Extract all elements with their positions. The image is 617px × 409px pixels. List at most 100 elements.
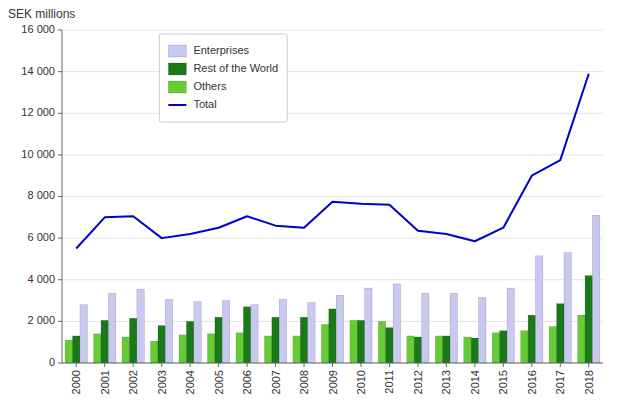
- bar: [464, 337, 471, 363]
- x-tick-label: 2007: [270, 370, 282, 394]
- x-tick-label: 2012: [412, 370, 424, 394]
- bar: [592, 215, 599, 363]
- y-tick: [58, 321, 62, 322]
- bar: [293, 336, 300, 363]
- bar: [101, 320, 108, 363]
- y-tick-label: 0: [49, 356, 55, 368]
- bar: [350, 320, 357, 363]
- bar: [443, 336, 450, 363]
- x-tick: [161, 363, 162, 367]
- bar: [165, 300, 172, 363]
- y-axis-label: SEK millions: [8, 7, 75, 21]
- bar: [300, 317, 307, 363]
- bar: [507, 288, 514, 363]
- grid-line: [62, 30, 603, 31]
- bar: [129, 318, 136, 363]
- bar: [500, 331, 507, 363]
- bar: [435, 336, 442, 363]
- legend-label: Others: [193, 80, 227, 92]
- y-tick: [58, 279, 62, 280]
- bar: [65, 340, 72, 363]
- x-axis: 2000200120022003200420052006200720082009…: [70, 363, 595, 394]
- x-tick-label: 2017: [554, 370, 566, 394]
- x-tick-label: 2014: [469, 370, 481, 394]
- line: [76, 74, 589, 249]
- bar: [471, 338, 478, 363]
- x-tick-label: 2004: [184, 370, 196, 394]
- bar: [215, 317, 222, 363]
- x-tick-label: 2010: [355, 370, 367, 394]
- x-tick: [531, 363, 532, 367]
- x-tick: [275, 363, 276, 367]
- grid-line: [62, 279, 603, 280]
- bar: [528, 315, 535, 363]
- legend-swatch: [168, 63, 186, 75]
- legend-label: Total: [193, 98, 216, 110]
- bar: [108, 293, 115, 363]
- y-tick: [58, 238, 62, 239]
- legend-box: [159, 34, 287, 122]
- bar: [336, 295, 343, 363]
- bar: [479, 297, 486, 363]
- y-tick: [58, 113, 62, 114]
- marks: [65, 74, 600, 363]
- y-tick: [58, 71, 62, 72]
- chart: 02 0004 0006 0008 00010 00012 00014 0001…: [0, 0, 617, 409]
- y-tick-label: 6 000: [27, 231, 55, 243]
- y-tick: [58, 363, 62, 364]
- bar: [264, 336, 271, 363]
- x-tick-label: 2006: [241, 370, 253, 394]
- bar: [407, 336, 414, 363]
- legend-swatch: [168, 81, 186, 93]
- grid: [62, 30, 603, 363]
- x-tick-label: 2015: [497, 370, 509, 394]
- bar: [308, 303, 315, 363]
- x-tick-label: 2002: [127, 370, 139, 394]
- bar: [208, 334, 215, 363]
- x-tick: [133, 363, 134, 367]
- x-tick-label: 2000: [70, 370, 82, 394]
- x-tick-label: 2003: [156, 370, 168, 394]
- bar: [329, 309, 336, 363]
- bar: [243, 307, 250, 363]
- x-tick: [304, 363, 305, 367]
- x-tick: [218, 363, 219, 367]
- y-tick: [58, 154, 62, 155]
- x-tick: [247, 363, 248, 367]
- bar: [365, 288, 372, 363]
- y-tick-label: 12 000: [21, 106, 55, 118]
- y-axis-line: [62, 30, 63, 363]
- x-tick-label: 2016: [526, 370, 538, 394]
- bar: [422, 293, 429, 363]
- bar: [492, 333, 499, 363]
- bar: [251, 305, 258, 363]
- bar: [158, 326, 165, 363]
- bar: [186, 321, 193, 363]
- bar: [585, 276, 592, 363]
- bar: [279, 300, 286, 363]
- grid-line: [62, 113, 603, 114]
- legend-label: Rest of the World: [193, 62, 278, 74]
- bar: [272, 317, 279, 363]
- bar: [557, 304, 564, 363]
- y-tick-label: 8 000: [27, 189, 55, 201]
- bar: [122, 337, 129, 363]
- bar: [321, 324, 328, 363]
- bar: [564, 253, 571, 363]
- x-tick-label: 2013: [440, 370, 452, 394]
- x-tick: [417, 363, 418, 367]
- bar: [536, 256, 543, 363]
- y-tick-label: 16 000: [21, 23, 55, 35]
- bar: [357, 320, 364, 363]
- x-tick: [588, 363, 589, 367]
- y-tick-label: 10 000: [21, 148, 55, 160]
- bar: [222, 301, 229, 363]
- bar-series: [73, 276, 593, 363]
- x-tick: [360, 363, 361, 367]
- x-tick: [332, 363, 333, 367]
- bar: [393, 284, 400, 363]
- legend-label: Enterprises: [193, 44, 249, 56]
- grid-line: [62, 196, 603, 197]
- y-tick-label: 2 000: [27, 314, 55, 326]
- x-tick: [190, 363, 191, 367]
